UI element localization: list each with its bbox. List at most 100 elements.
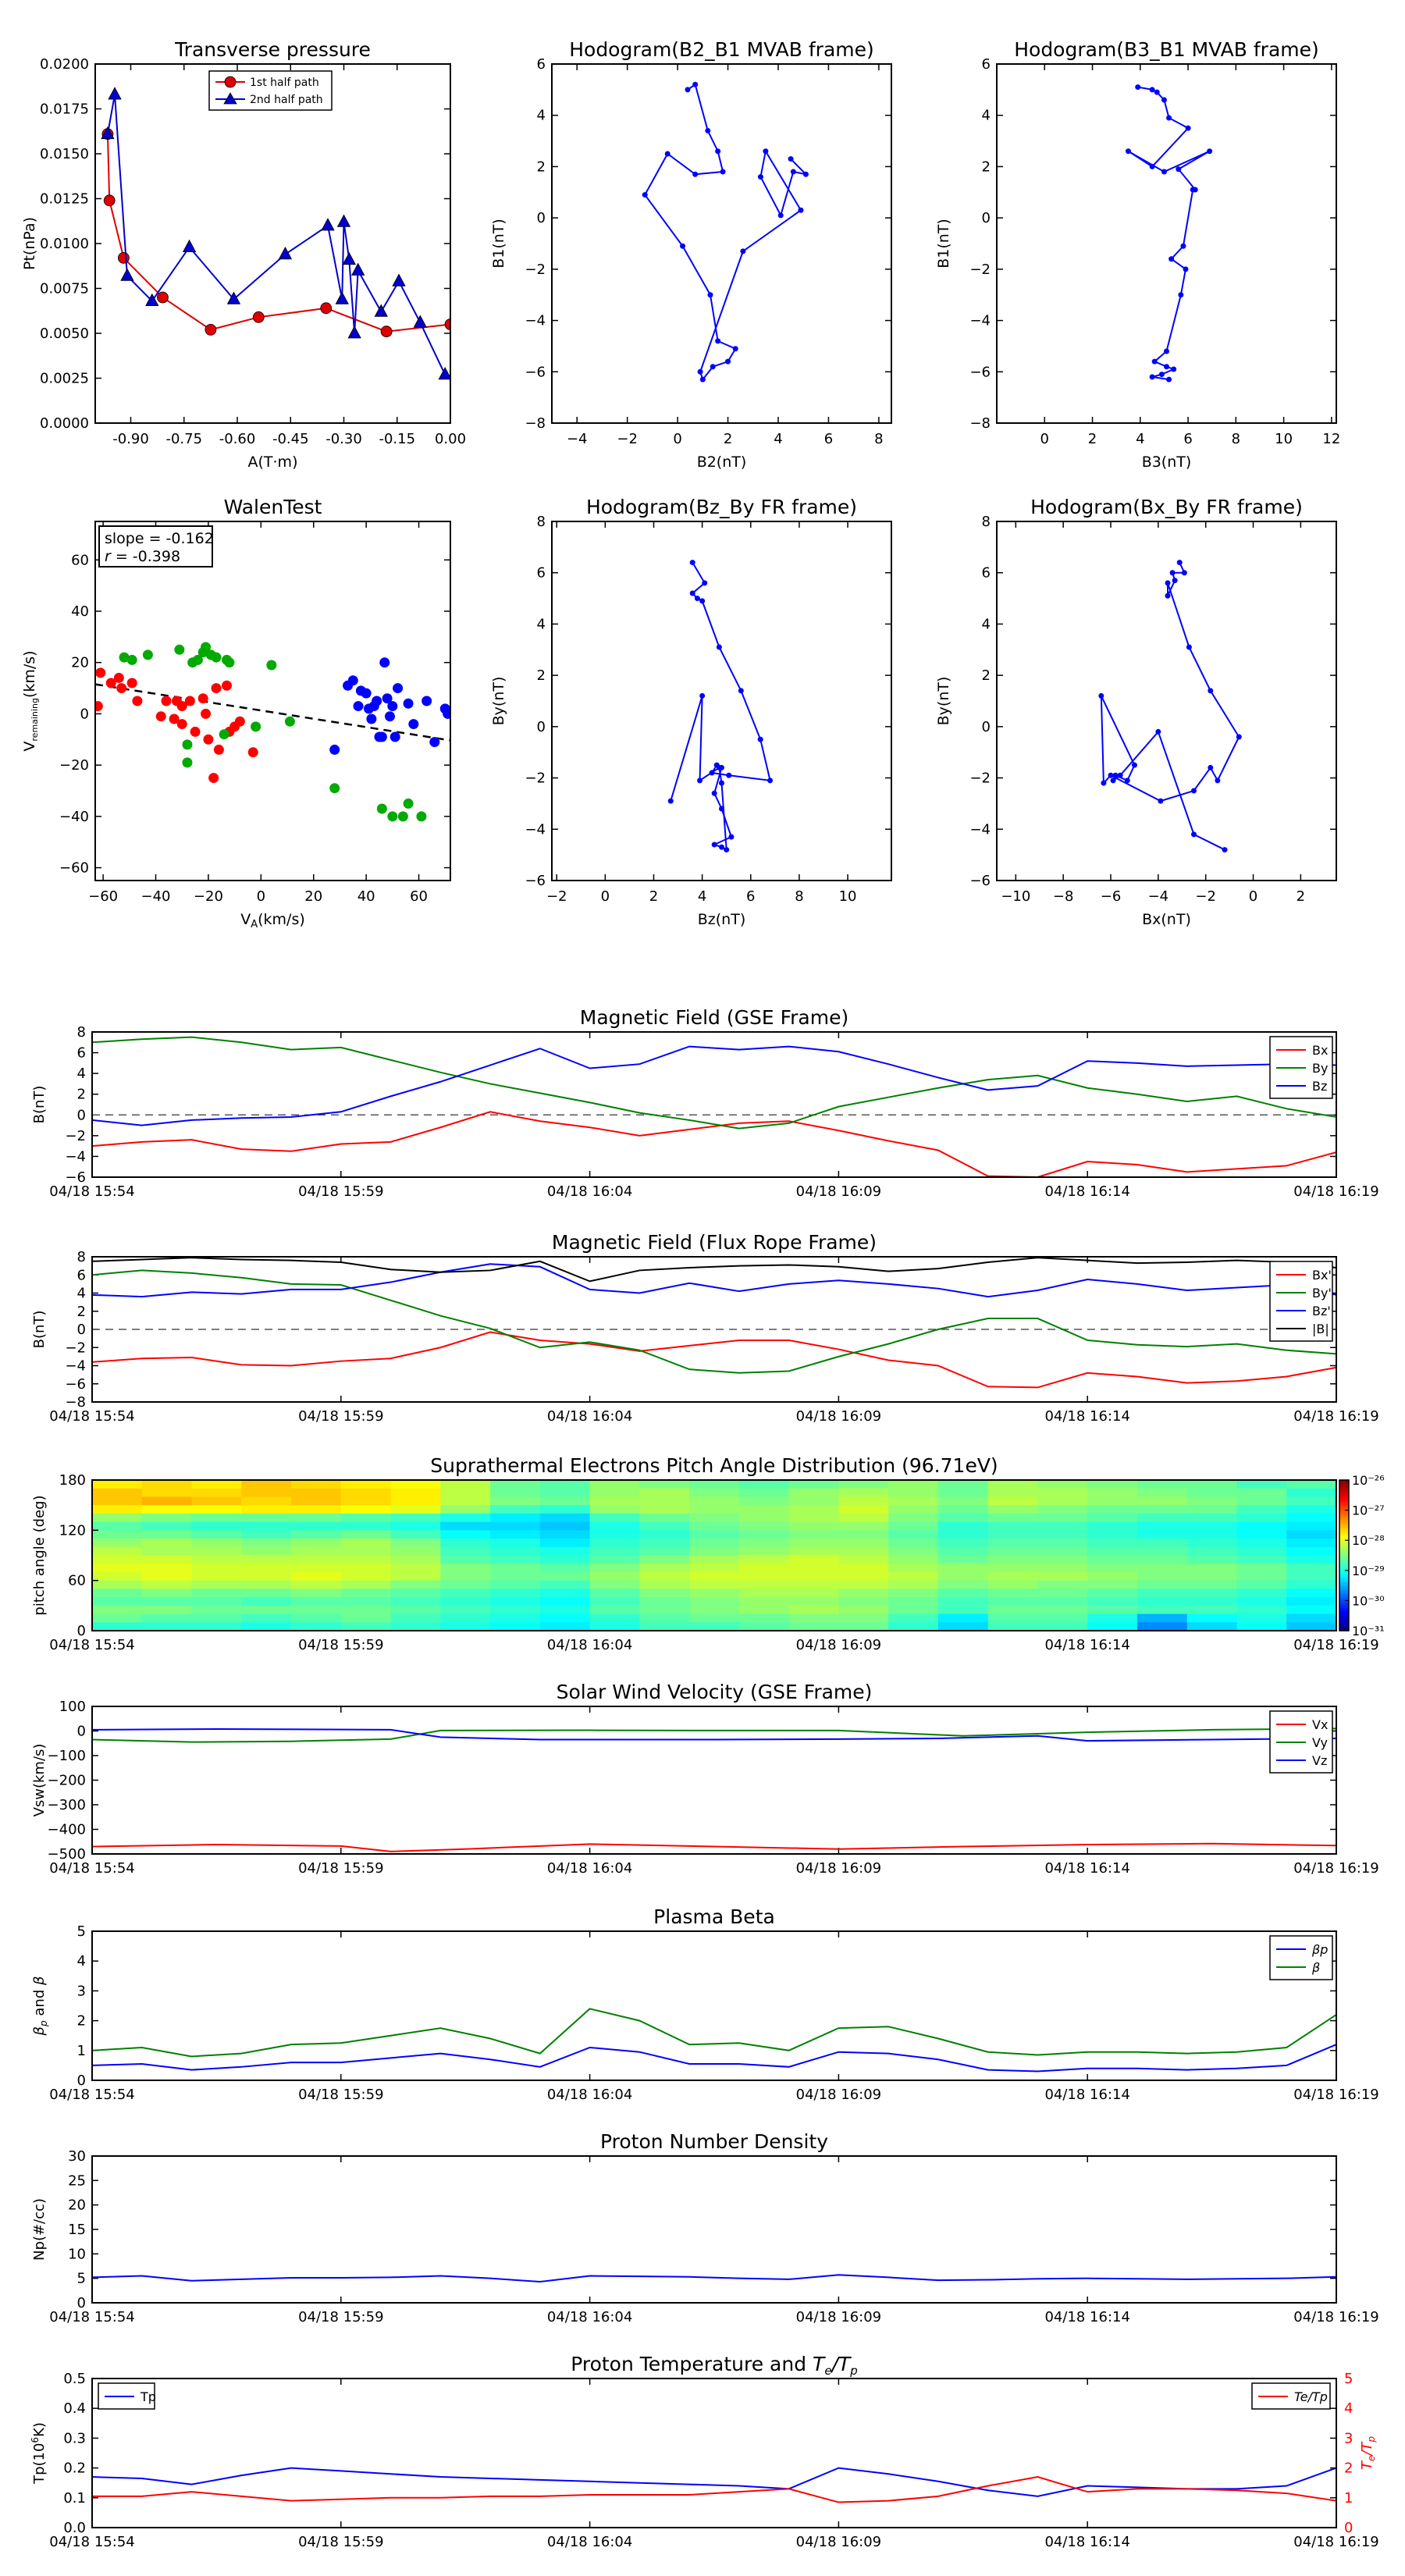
heatmap-cell [689,1521,740,1531]
x-tick-label: 04/18 15:54 [49,1183,134,1200]
x-tick-label: 04/18 16:09 [796,2087,881,2103]
heatmap-cell [490,1564,541,1573]
x-tick-label: 0 [1249,888,1257,905]
heatmap-cell [291,1546,342,1557]
x-tick-label: 10 [1275,431,1293,447]
y-tick-label: 0 [77,2073,86,2089]
x-tick-label: 4 [774,431,782,447]
heatmap-cell [738,1622,790,1631]
heatmap-cell [390,1480,441,1489]
axes-frame-6 [91,1031,1337,1178]
data-point [1151,358,1158,365]
heatmap-cell [191,1513,242,1523]
x-tick-label: 04/18 15:59 [298,1408,383,1425]
x-tick-label: 04/18 15:54 [49,1860,134,1877]
heatmap-cell [1186,1513,1238,1523]
x-tick-label: 04/18 15:59 [298,1637,383,1653]
heatmap-cell [937,1571,989,1582]
y-tick-label: −6 [65,1376,86,1393]
x-tick-label: 04/18 16:04 [547,1637,632,1653]
heatmap-cell [589,1546,640,1557]
data-point [329,783,340,794]
heatmap-cell [788,1564,839,1573]
y-tick-label-right: 4 [1344,2400,1353,2417]
x-tick-label: 04/18 16:09 [796,1183,881,1200]
data-point [664,151,670,157]
chart-2: Hodogram(B3_B1 MVAB frame) 0 2 4 6 8 10 12 −8 −6 −… [935,38,1340,471]
data-point [697,368,703,375]
heatmap-cell [1186,1622,1238,1631]
series-line-Vx [92,1842,1336,1852]
heatmap-cell [788,1488,839,1498]
x-tick-label: 2 [724,431,732,447]
data-point [222,680,233,691]
data-point [1161,97,1167,103]
heatmap-cell [888,1496,939,1506]
data-point [1178,292,1184,298]
chart-10: Plasma Beta 04/18 15:54 04/18 15:59 04/18 1… [31,1905,1379,2103]
heatmap-cell [241,1564,292,1573]
heatmap-cell [141,1580,193,1589]
heatmap-cell [589,1521,640,1531]
legend: 1st half path 2nd half path [208,70,333,111]
heatmap-cell [589,1480,640,1489]
heatmap-cell [490,1589,541,1598]
data-point [157,291,169,304]
heatmap-cell [937,1488,989,1498]
heatmap-cell [340,1505,392,1514]
heatmap-cell [141,1597,193,1606]
x-tick-label: 04/18 15:54 [49,1408,134,1425]
data-point [1161,169,1167,175]
y-tick-label: −300 [48,1797,86,1813]
heatmap-cell [490,1530,541,1539]
x-axis-label: Bz(nT) [698,911,745,928]
y-tick-label: 0 [77,1322,86,1338]
y-axis-label: Pt(nPa) [21,217,38,270]
heatmap-cell [539,1605,591,1615]
data-point [1183,266,1189,272]
x-tick-label: 04/18 16:19 [1293,2534,1378,2550]
legend-label: Vz [1312,1753,1327,1768]
data-point [372,696,382,706]
data-point [392,273,406,286]
data-point [278,246,293,260]
heatmap-cell [838,1564,889,1573]
y-tick-label: −6 [969,364,991,380]
heatmap-cell [241,1539,292,1548]
heatmap-cell [689,1505,740,1514]
x-axis-label: Bx(nT) [1142,911,1191,928]
x-tick-label: 2 [1088,431,1097,447]
heatmap-cell [440,1530,491,1539]
data-point [1207,148,1213,155]
y-tick-label-right: 5 [1344,2371,1353,2387]
chart-title-2: Hodogram(B3_B1 MVAB frame) [1014,38,1319,61]
x-tick-label: -0.15 [379,431,415,447]
heatmap-cell [888,1505,939,1514]
heatmap-cell [1037,1589,1088,1598]
heatmap-cell [788,1614,839,1623]
heatmap-cell [838,1546,889,1557]
data-point [711,841,717,848]
heatmap-cell [539,1555,591,1564]
heatmap-cell [1136,1488,1188,1498]
chart-title-1: Hodogram(B2_B1 MVAB frame) [569,38,874,61]
data-point [726,772,732,778]
heatmap-cell [1186,1571,1238,1582]
heatmap-cell [440,1496,491,1506]
heatmap-cell [589,1530,640,1539]
y-tick-label: 0.0025 [40,371,89,387]
y-tick-label: −4 [65,1358,86,1375]
data-point [689,560,695,566]
heatmap-cell [1136,1589,1188,1598]
x-tick-label: 04/18 16:04 [547,1860,632,1877]
heatmap-cell [788,1513,839,1523]
y-tick-label: 30 [68,2148,86,2165]
x-tick-label: 04/18 15:59 [298,1860,383,1877]
heatmap-cell [390,1539,441,1548]
data-point [197,693,208,704]
heatmap-cell [937,1546,989,1557]
heatmap-cell [291,1580,342,1589]
legend-label: βp [1311,1942,1328,1957]
heatmap-cell [1037,1513,1088,1523]
heatmap-cell [1136,1521,1188,1531]
